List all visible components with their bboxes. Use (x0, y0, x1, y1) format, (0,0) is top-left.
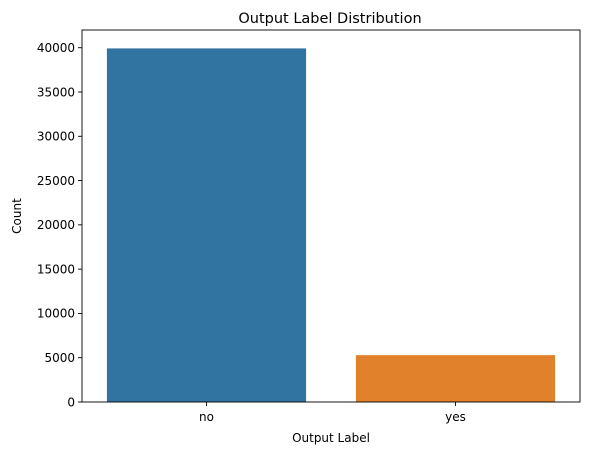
chart-title: Output Label Distribution (238, 11, 421, 27)
y-tick-label: 40000 (37, 41, 75, 55)
x-tick-label-no: no (199, 410, 214, 424)
y-tick-label: 5000 (44, 351, 75, 365)
bar-yes (355, 355, 556, 402)
x-axis-label: Output Label (292, 431, 370, 445)
y-tick-label: 25000 (37, 174, 75, 188)
y-tick-label: 30000 (37, 130, 75, 144)
y-tick-label: 10000 (37, 307, 75, 321)
plot-area (106, 48, 556, 402)
y-tick-label: 20000 (37, 218, 75, 232)
y-tick-label: 35000 (37, 85, 75, 99)
y-tick-label: 15000 (37, 262, 75, 276)
y-axis-label: Count (10, 198, 24, 234)
y-axis: 0 5000 10000 15000 20000 25000 30000 35000 40000 (37, 41, 82, 409)
bar-no (106, 48, 307, 402)
x-tick-label-yes: yes (445, 410, 466, 424)
plot-frame (81, 29, 581, 403)
x-axis: no yes (199, 402, 466, 424)
y-tick-label: 0 (67, 395, 75, 409)
